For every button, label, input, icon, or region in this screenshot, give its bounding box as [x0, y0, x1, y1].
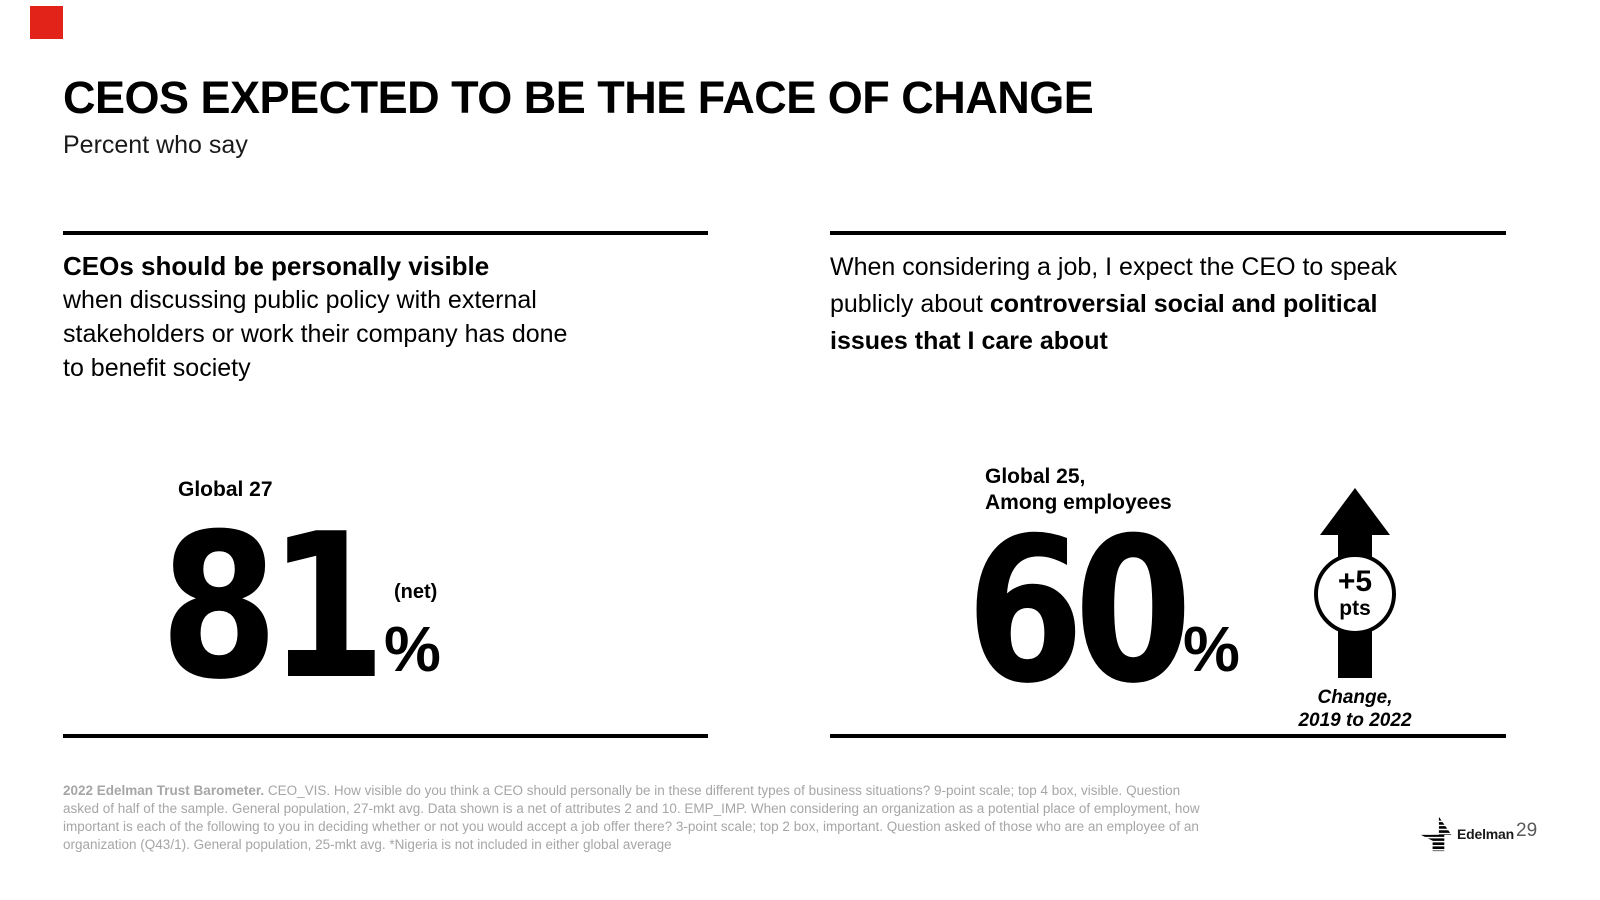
right-panel-heading: When considering a job, I expect the CEO… — [830, 249, 1520, 360]
left-panel-heading: CEOs should be personally visible when d… — [63, 249, 723, 385]
footnote-line1-rest: CEO_VIS. How visible do you think a CEO … — [264, 783, 1181, 798]
right-stat-percent-sign: % — [1183, 613, 1240, 685]
footnote-source-bold: 2022 Edelman Trust Barometer. — [63, 783, 265, 798]
right-heading-line3-bold: issues that I care about — [830, 327, 1108, 355]
right-panel-bottom-rule — [830, 734, 1506, 738]
change-caption-line1: Change, — [1317, 687, 1393, 708]
right-stat-label: Global 25, Among employees — [985, 464, 1172, 516]
footnote-line4: organization (Q43/1). General population… — [63, 837, 672, 852]
page-number: 29 — [1516, 820, 1538, 841]
left-stat-net-label: (net) — [394, 581, 438, 603]
edelman-logo-icon — [1420, 816, 1456, 852]
page-title: CEOS EXPECTED TO BE THE FACE OF CHANGE — [63, 72, 1094, 123]
footnote-line3: important is each of the following to yo… — [63, 819, 1199, 834]
right-heading-line2-regular: publicly about — [830, 290, 990, 318]
right-stat-value: 60 — [966, 495, 1192, 728]
right-stat-label-line2: Among employees — [985, 491, 1172, 514]
left-stat-value: 81 — [160, 491, 386, 724]
page-subtitle: Percent who say — [63, 131, 248, 159]
brand-red-square — [30, 6, 63, 39]
left-heading-line: when discussing public policy with exter… — [63, 286, 537, 314]
right-stat-label-line1: Global 25, — [985, 465, 1086, 488]
footnote-line2: asked of half of the sample. General pop… — [63, 801, 1200, 816]
right-heading-line1: When considering a job, I expect the CEO… — [830, 253, 1397, 281]
left-heading-bold-line: CEOs should be personally visible — [63, 251, 490, 281]
brand-wordmark: Edelman — [1457, 826, 1514, 842]
change-badge: +5 pts — [1314, 553, 1396, 635]
left-panel-bottom-rule — [63, 734, 708, 738]
change-caption-line2: 2019 to 2022 — [1298, 710, 1412, 731]
right-panel-top-rule — [830, 231, 1506, 235]
footnote-line1: 2022 Edelman Trust Barometer. CEO_VIS. H… — [63, 782, 1543, 800]
footnote: 2022 Edelman Trust Barometer. CEO_VIS. H… — [63, 782, 1543, 854]
left-heading-line: to benefit society — [63, 354, 251, 382]
change-badge-unit: pts — [1339, 597, 1371, 620]
change-badge-value: +5 — [1337, 565, 1373, 598]
right-heading-line2-bold: controversial social and political — [989, 290, 1378, 318]
left-stat-label: Global 27 — [178, 478, 273, 501]
right-heading-line2: publicly about controversial social and … — [830, 286, 1520, 323]
left-heading-line: stakeholders or work their company has d… — [63, 320, 568, 348]
left-stat-percent-sign: % — [384, 613, 441, 685]
change-caption: Change, 2019 to 2022 — [1270, 686, 1440, 732]
left-panel-top-rule — [63, 231, 708, 235]
